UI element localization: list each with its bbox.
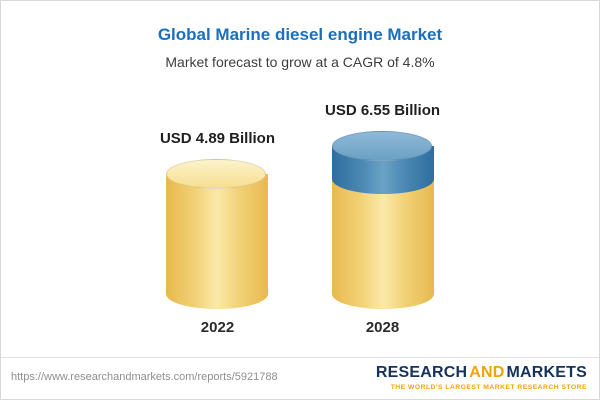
cylinder-2022 bbox=[166, 159, 269, 309]
year-label-2028: 2028 bbox=[365, 319, 400, 336]
value-label-2022: USD 4.89 Billion bbox=[159, 130, 275, 147]
bar-chart: USD 4.89 Billion 2022 USD 6.55 Billion 2… bbox=[1, 84, 599, 336]
cylinder-2028 bbox=[331, 131, 434, 309]
bar-group-2028: USD 6.55 Billion 2028 bbox=[325, 102, 440, 336]
logo-wordmark: RESEARCH AND MARKETS bbox=[376, 364, 587, 382]
logo-word-research: RESEARCH bbox=[375, 363, 468, 381]
cylinder-top-ellipse-blue bbox=[331, 131, 432, 161]
year-label-2022: 2022 bbox=[200, 319, 235, 336]
logo-word-and: AND bbox=[469, 363, 505, 381]
logo-word-markets: MARKETS bbox=[506, 363, 587, 381]
logo-tagline: THE WORLD'S LARGEST MARKET RESEARCH STOR… bbox=[390, 383, 587, 391]
report-url: https://www.researchandmarkets.com/repor… bbox=[11, 371, 278, 384]
cylinder-body-2022 bbox=[166, 174, 269, 309]
cylinder-body-2028 bbox=[331, 179, 434, 309]
footer: https://www.researchandmarkets.com/repor… bbox=[1, 356, 599, 399]
bar-group-2022: USD 4.89 Billion 2022 bbox=[160, 130, 275, 336]
page-subtitle: Market forecast to grow at a CAGR of 4.8… bbox=[165, 54, 435, 70]
page-title: Global Marine diesel engine Market bbox=[157, 25, 443, 44]
cylinder-top-ellipse bbox=[166, 159, 267, 189]
value-label-2028: USD 6.55 Billion bbox=[325, 102, 441, 119]
researchandmarkets-logo: RESEARCH AND MARKETS THE WORLD'S LARGEST M… bbox=[376, 364, 587, 391]
